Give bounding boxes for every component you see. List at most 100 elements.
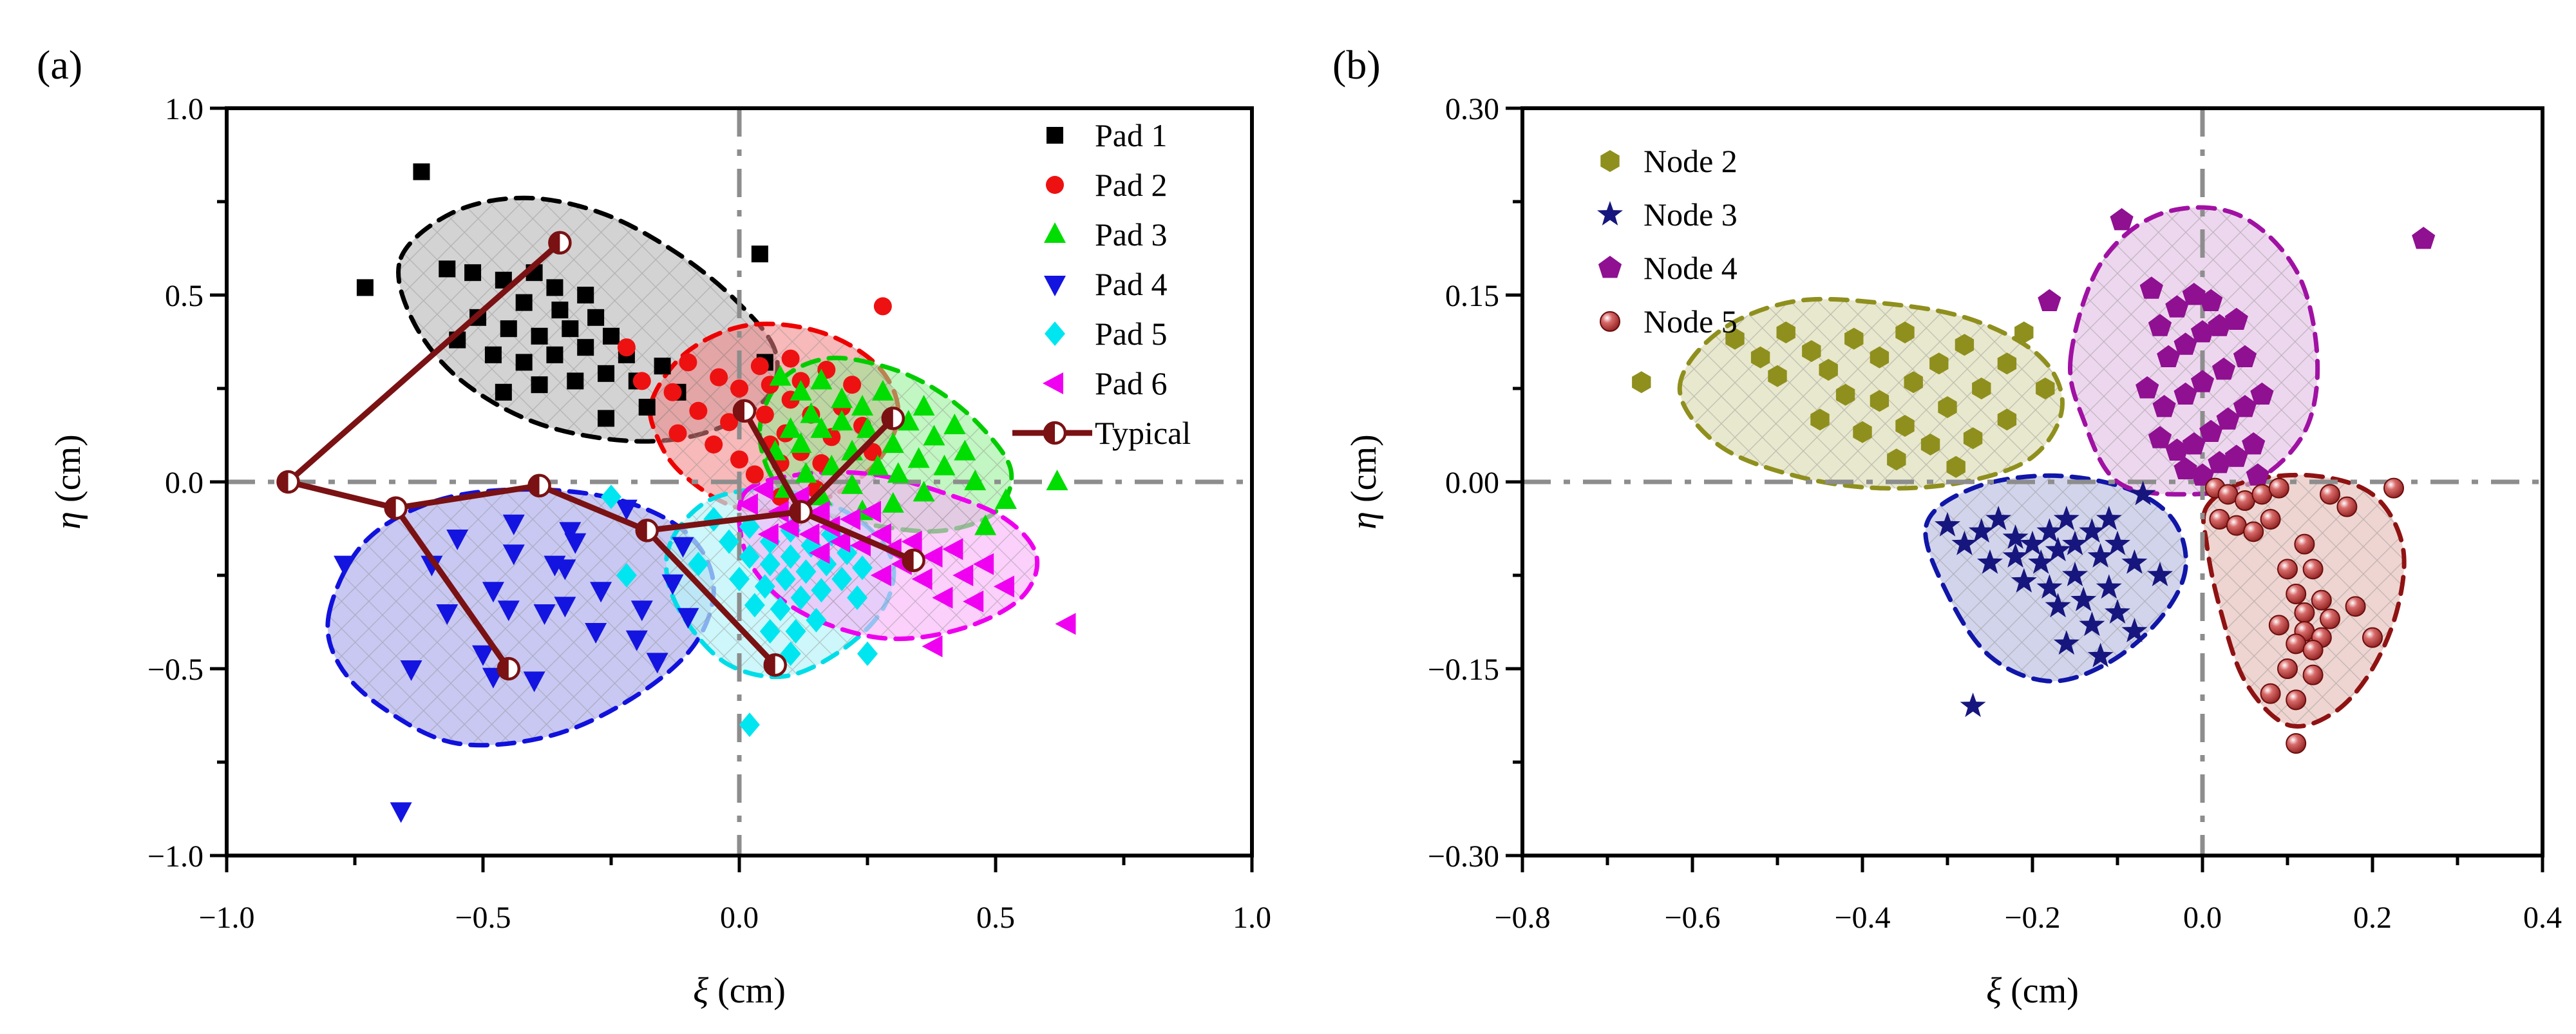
data-point: [963, 590, 984, 613]
data-point: [464, 264, 482, 282]
typical-segment: [536, 483, 650, 533]
data-point: [2087, 642, 2114, 667]
legend-row-pad-2: Pad 2: [1046, 167, 1168, 203]
data-point: [546, 279, 564, 296]
data-point: [2121, 618, 2148, 642]
data-point: [720, 413, 739, 432]
data-point: [436, 604, 459, 625]
x-tick-label: 0.4: [2523, 901, 2562, 935]
data-point: [2233, 395, 2257, 417]
data-point: [1977, 549, 2003, 574]
data-point: [1768, 365, 1787, 387]
data-point: [439, 260, 456, 278]
legend-marker-node-4: [1598, 256, 1622, 278]
data-point: [870, 564, 891, 586]
data-point: [705, 436, 723, 454]
data-point: [2286, 689, 2307, 711]
data-point: [775, 566, 796, 591]
data-point: [737, 493, 758, 515]
data-point: [2412, 227, 2436, 249]
legend-row-node-3: Node 3: [1597, 196, 1738, 233]
typical-node-halffill: [385, 497, 396, 519]
typical-node-halffill: [636, 520, 647, 541]
data-point: [2302, 559, 2324, 580]
x-tick-label: 0.2: [2353, 901, 2392, 935]
data-point: [857, 641, 878, 666]
data-point: [1632, 371, 1651, 394]
data-point: [2182, 432, 2206, 455]
data-point: [531, 376, 548, 394]
series-node-2: [1632, 321, 2055, 478]
data-point: [1835, 383, 1855, 406]
blob-border: [1677, 296, 2065, 491]
legend-label: Node 3: [1643, 196, 1738, 233]
data-point: [625, 630, 648, 651]
series-pad-4: [334, 499, 699, 823]
typical-node-marker: [789, 500, 813, 524]
y-tick-label: 0.00: [1445, 466, 1499, 500]
data-point: [2268, 615, 2289, 636]
data-point: [2152, 395, 2176, 417]
data-point: [2250, 382, 2274, 405]
x-tick-label: −0.6: [1664, 901, 1720, 935]
panel-a: −1.0 −0.5 0.0 0.5 1.0 1.0 0.5 0.0 −0.5 −1.0 ξ (cm)…: [37, 42, 1271, 1011]
typical-node-marker: [548, 231, 572, 255]
data-point: [866, 454, 889, 475]
data-point: [2199, 419, 2223, 442]
data-point: [781, 349, 800, 368]
data-point: [952, 564, 974, 586]
data-point: [2190, 463, 2215, 486]
data-point: [598, 365, 615, 382]
legend-row-node-5: Node 5: [1600, 303, 1738, 340]
data-point: [2148, 314, 2172, 336]
data-point: [1055, 613, 1076, 635]
data-point: [779, 417, 802, 438]
data-point: [942, 538, 963, 560]
data-point: [617, 338, 636, 357]
data-point: [750, 357, 769, 376]
data-point: [2277, 559, 2298, 580]
legend-label: Pad 1: [1095, 117, 1168, 153]
panel-b: −0.8 −0.6 −0.4 −0.2 0.0 0.2 0.4 0.30 0.15 0.00 −0.…: [1332, 42, 2562, 1011]
data-point: [810, 417, 833, 438]
data-point: [2311, 589, 2332, 611]
data-point: [745, 465, 764, 484]
data-point: [500, 320, 517, 338]
data-point: [356, 279, 374, 296]
y-tick-label: 0.0: [165, 466, 204, 500]
y-tick-label: −0.5: [147, 653, 204, 687]
data-point: [843, 376, 862, 394]
data-point: [954, 439, 976, 461]
data-point: [585, 623, 607, 644]
typical-node-halffill: [734, 400, 744, 421]
data-point: [2165, 438, 2189, 461]
data-point: [679, 353, 697, 372]
data-point: [719, 529, 740, 554]
data-point: [873, 297, 892, 316]
legend-row-pad-5: Pad 5: [1045, 316, 1168, 352]
y-axis-title: η (cm): [48, 434, 88, 530]
data-point: [754, 574, 775, 599]
data-point: [562, 320, 579, 338]
data-point: [810, 369, 833, 390]
data-point: [1895, 321, 1915, 343]
legend-row-pad-6: Pad 6: [1043, 365, 1168, 401]
typical-node-marker: [763, 653, 787, 677]
data-point: [840, 508, 861, 530]
data-point: [615, 499, 638, 521]
data-point: [2277, 658, 2298, 679]
data-point: [757, 523, 779, 546]
data-point: [590, 582, 612, 603]
data-point: [1929, 352, 1949, 375]
data-point: [790, 432, 812, 453]
data-point: [1997, 408, 2017, 431]
data-point: [502, 544, 525, 566]
data-point: [2020, 530, 2045, 555]
data-point: [847, 585, 868, 610]
data-point: [1972, 378, 1991, 399]
data-point: [2110, 208, 2134, 231]
data-point: [533, 604, 556, 625]
data-point: [2190, 370, 2215, 392]
x-tick-label: −0.2: [2004, 901, 2060, 935]
